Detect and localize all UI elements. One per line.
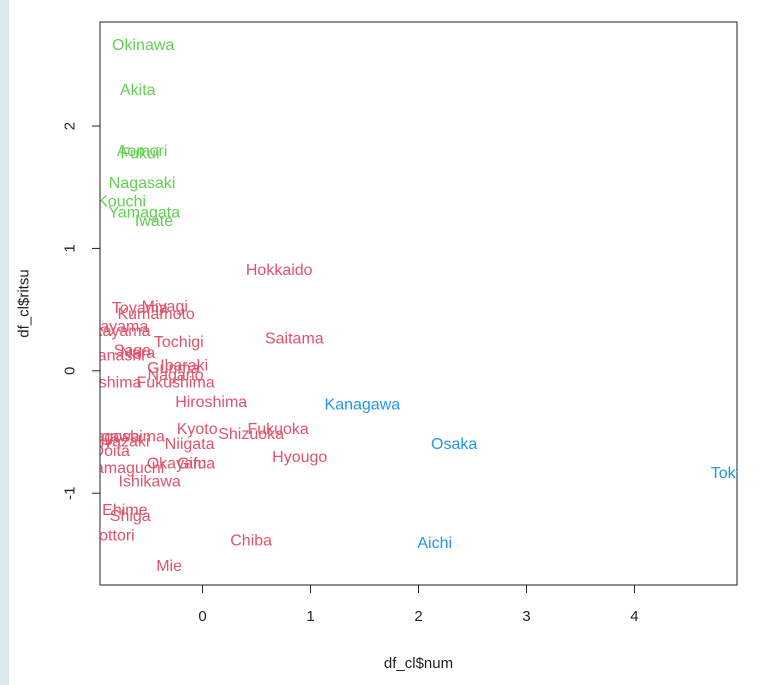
- point-label: Ehime: [102, 502, 147, 519]
- points-layer: OkinawaAkitaAomoriFukuiNagasakiKouchiYam…: [65, 37, 753, 575]
- point-label: Tottori: [91, 528, 135, 545]
- point-label: Okayama: [147, 455, 216, 472]
- point-label: Fukuoka: [247, 421, 308, 438]
- point-label: Aomori: [117, 143, 168, 160]
- point-label: Ibaraki: [160, 357, 208, 374]
- point-label: Miyazaki: [87, 433, 149, 450]
- point-label: Kagoshima: [85, 428, 165, 445]
- point-label: Yamanashi: [66, 348, 145, 365]
- y-tick-label: 1: [62, 244, 79, 252]
- point-label: Nara: [120, 345, 155, 362]
- point-label: Toyama: [112, 300, 168, 317]
- y-axis: -1 0 1 2: [62, 122, 101, 500]
- x-tick-label: 2: [414, 608, 422, 625]
- y-tick-label: 2: [62, 122, 79, 130]
- point-label: Mie: [156, 558, 182, 575]
- y-axis-title: df_cl$ritsu: [16, 269, 33, 337]
- point-label: Hokkaido: [246, 262, 313, 279]
- point-label: Shizuoka: [218, 426, 284, 443]
- point-label: Tokyo: [711, 465, 753, 482]
- point-label: Kyoto: [177, 421, 218, 438]
- point-label: Ishikawa: [119, 474, 181, 491]
- point-label: Nagano: [148, 367, 204, 384]
- x-tick-label: 1: [306, 608, 314, 625]
- point-label: Gifu: [177, 455, 206, 472]
- point-label: Okinawa: [112, 37, 174, 54]
- point-label: Kouchi: [97, 193, 146, 210]
- point-label: Kagawa: [82, 428, 140, 445]
- point-label: Fukui: [120, 146, 159, 163]
- point-label: Fukushima: [136, 375, 214, 392]
- point-label: Hyougo: [272, 449, 327, 466]
- point-label: Saitama: [265, 330, 324, 347]
- point-label: Osaka: [431, 436, 477, 453]
- point-label: Miyagi: [142, 299, 188, 316]
- point-label: Gunma: [147, 360, 200, 377]
- point-label: Aichi: [417, 535, 452, 552]
- point-label: Tochigi: [154, 334, 204, 351]
- point-label: Niigata: [165, 436, 215, 453]
- point-label: Kanagawa: [325, 397, 401, 414]
- point-label: Yamaguchi: [85, 460, 164, 477]
- point-label: Hiroshima: [175, 394, 247, 411]
- y-tick-label: 0: [62, 367, 79, 375]
- x-axis: 0 1 2 3 4: [198, 584, 639, 625]
- point-label: Chiba: [230, 532, 272, 549]
- point-label: Okayama: [80, 318, 149, 335]
- point-label: Akita: [120, 82, 156, 99]
- point-label: Kumamoto: [117, 306, 194, 323]
- point-label: Yamagata: [108, 204, 180, 221]
- point-label: Ooita: [92, 443, 130, 460]
- point-label: Saga: [114, 343, 151, 360]
- x-axis-title: df_cl$num: [384, 655, 453, 672]
- x-tick-label: 4: [630, 608, 638, 625]
- x-tick-label: 0: [198, 608, 206, 625]
- point-label: Shiga: [110, 508, 151, 525]
- x-tick-label: 3: [522, 608, 530, 625]
- point-label: Tokushima: [65, 375, 142, 392]
- y-tick-label: -1: [62, 487, 79, 500]
- point-label: Wakayama: [71, 323, 151, 340]
- point-label: Nagasaki: [109, 175, 176, 192]
- plot-frame: [99, 21, 738, 586]
- left-panel-strip: [0, 0, 9, 685]
- point-label: Iwate: [135, 213, 173, 230]
